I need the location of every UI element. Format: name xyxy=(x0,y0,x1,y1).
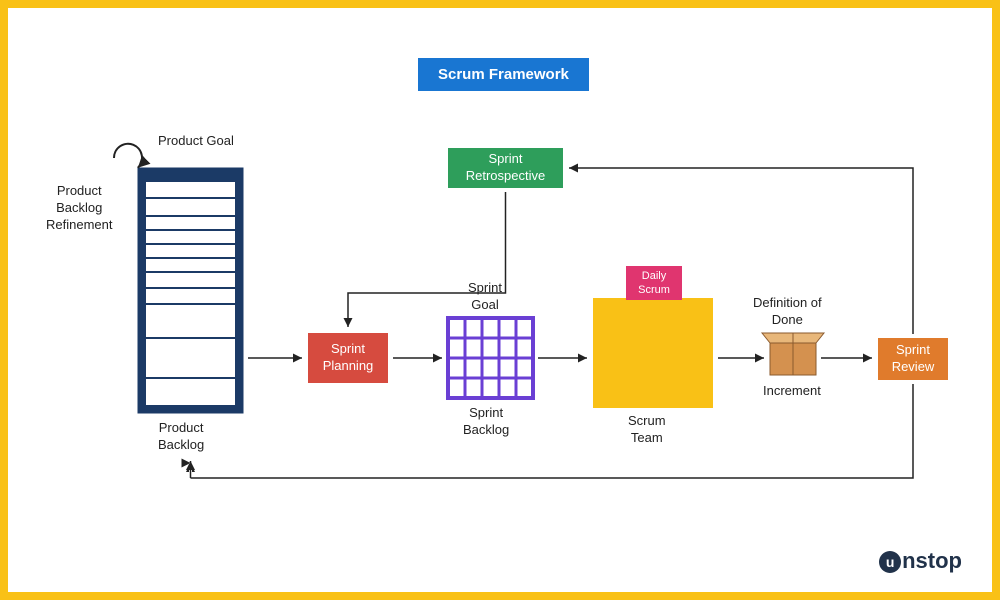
product-backlog-label: Product Backlog xyxy=(158,420,204,454)
unstop-logo: unstop xyxy=(879,548,962,574)
scrum-team-box xyxy=(593,298,713,408)
sprint-backlog-label: Sprint Backlog xyxy=(463,405,509,439)
diagram-title: Scrum Framework xyxy=(418,58,589,91)
sprint-goal-label: Sprint Goal xyxy=(468,280,502,314)
sprint-planning-box: Sprint Planning xyxy=(308,333,388,383)
sprint-retrospective-box: Sprint Retrospective xyxy=(448,148,563,188)
product-goal-label: Product Goal xyxy=(158,133,234,150)
sprint-review-box: Sprint Review xyxy=(878,338,948,380)
daily-scrum-box: Daily Scrum xyxy=(626,266,682,300)
increment-label: Increment xyxy=(763,383,821,400)
refinement-label: Product Backlog Refinement xyxy=(46,183,112,234)
scrum-team-label: Scrum Team xyxy=(628,413,666,447)
definition-done-label: Definition of Done xyxy=(753,295,822,329)
